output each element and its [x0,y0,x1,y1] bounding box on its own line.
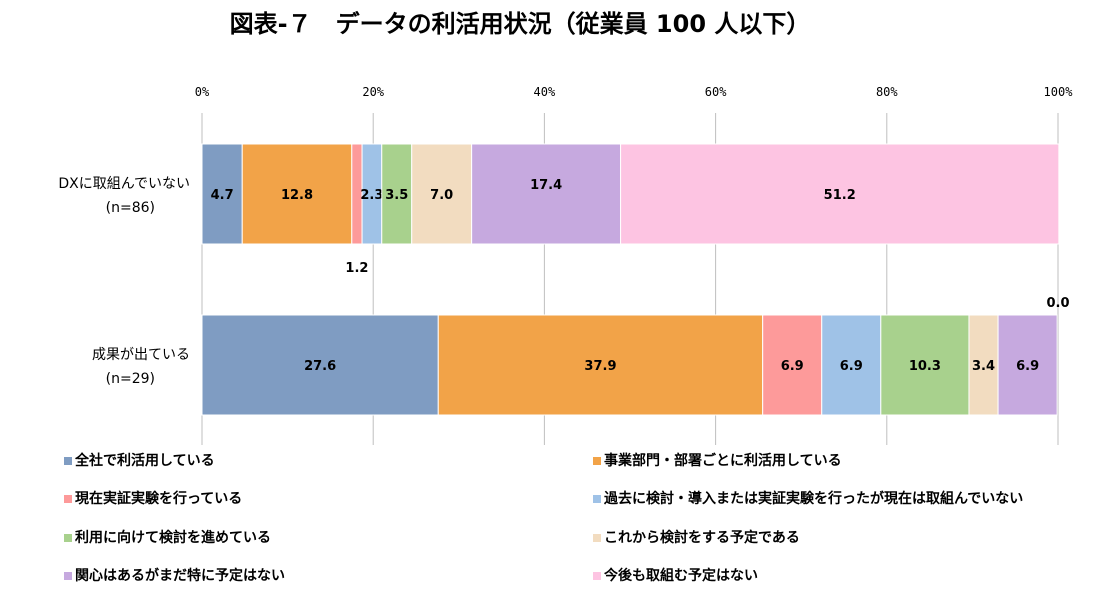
data-label: 2.3 [360,188,383,203]
data-label: 3.5 [385,188,408,203]
legend-label: 現在実証実験を行っている [75,490,242,507]
legend-swatch [593,572,601,580]
legend-swatch [593,495,601,503]
legend-label: 今後も取組む予定はない [603,567,758,584]
tick-label-20: 20% [362,85,384,99]
data-label: 17.4 [530,178,562,193]
legend-swatch [64,572,72,580]
bar-segment [762,314,823,416]
legend-label: 関心はあるがまだ特に予定はない [75,567,285,584]
legend-label: 全社で利活用している [74,452,215,469]
category-labels: DXに取組んでいない (n=86) 成果が出ている (n=29) [58,176,190,387]
legend-swatch [593,534,601,542]
bar-segment [880,314,970,416]
data-label: 6.9 [781,359,804,374]
bar-segment [471,143,622,245]
tick-label-40: 40% [534,85,556,99]
data-label: 12.8 [281,188,313,203]
data-label: 1.2 [345,261,368,276]
data-label: 3.4 [972,359,995,374]
data-label: 37.9 [584,359,616,374]
data-label: 6.9 [840,359,863,374]
data-label: 27.6 [304,359,336,374]
data-label: 10.3 [909,359,941,374]
legend-swatch [64,495,72,503]
bar-segment [997,314,1058,416]
bar-segment [620,143,1060,245]
legend-label: 事業部門・部署ごとに利活用している [604,452,842,469]
legend-swatch [64,457,72,465]
category-label: DXに取組んでいない [58,176,190,192]
category-label: 成果が出ている [92,347,190,363]
legend-label: 利用に向けて検討を進めている [75,529,271,546]
tick-label-0: 0% [195,85,210,99]
data-label: 7.0 [430,188,453,203]
data-label: 51.2 [824,188,856,203]
bar-segment [821,314,882,416]
data-label: 0.0 [1046,296,1069,311]
bar-segment [201,314,439,416]
category-n-label: (n=29) [106,371,155,387]
bar-segment [411,143,473,245]
data-label: 6.9 [1016,359,1039,374]
chart-title: 図表-７ データの利活用状況（従業員 100 人以下） [230,10,811,38]
tick-label-80: 80% [876,85,898,99]
bar-segment [201,143,243,245]
legend-swatch [593,457,601,465]
tick-label-100: 100% [1044,85,1074,99]
category-n-label: (n=86) [106,200,155,216]
legend-swatch [64,534,72,542]
legend-label: 過去に検討・導入または実証実験を行ったが現在は取組んでいない [603,490,1023,507]
legend-label: これから検討をする予定である [604,529,800,546]
tick-label-60: 60% [705,85,727,99]
data-label: 4.7 [211,188,234,203]
x-axis-ticks: 0% 20% 40% 60% 80% 100% [195,85,1073,99]
bars: 4.7 12.8 1.2 2.3 3.5 7.0 17.4 51.2 27.6 37.9 6.9 6.… [201,143,1070,416]
bar-segment [437,314,764,416]
